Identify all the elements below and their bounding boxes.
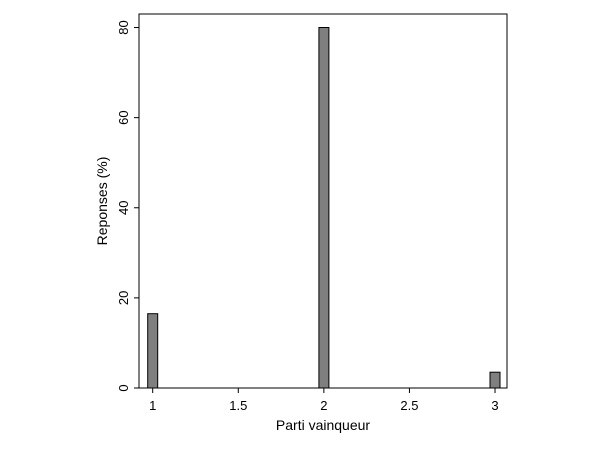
y-axis-title: Reponses (%): [94, 157, 110, 246]
x-tick-label: 1: [149, 398, 156, 413]
y-tick-label: 80: [116, 20, 131, 34]
y-axis: 0 20 40 60 80: [116, 20, 139, 392]
bar-2: [318, 27, 330, 389]
x-tick-label: 3: [491, 398, 498, 413]
x-tick-label: 2: [320, 398, 327, 413]
bars-group: [147, 27, 501, 389]
x-axis: 1 1.5 2 2.5 3: [149, 388, 499, 413]
bar-1: [147, 313, 159, 389]
y-tick-label: 40: [116, 201, 131, 215]
bar-3: [489, 371, 501, 389]
x-tick-label: 2.5: [400, 398, 418, 413]
y-tick-label: 60: [116, 110, 131, 124]
y-tick-label: 20: [116, 291, 131, 305]
x-tick-label: 1.5: [229, 398, 247, 413]
y-tick-label: 0: [116, 384, 131, 391]
x-axis-title: Parti vainqueur: [276, 417, 371, 433]
